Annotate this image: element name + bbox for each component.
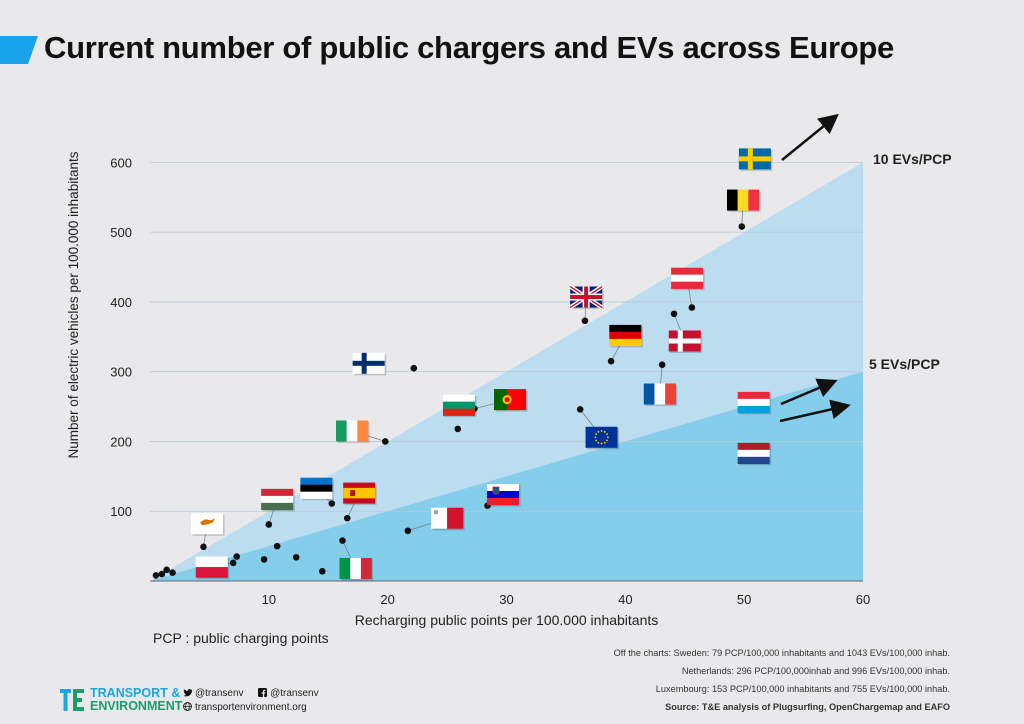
y-tick-label: 300 xyxy=(110,365,132,380)
data-point xyxy=(581,317,589,325)
x-tick-label: 50 xyxy=(737,592,751,607)
data-point xyxy=(260,556,268,563)
data-point xyxy=(152,572,160,579)
flag-ireland-icon xyxy=(336,420,370,443)
note-netherlands: Netherlands: 296 PCP/100,000inhab and 99… xyxy=(681,666,950,676)
flag-bulgaria-icon xyxy=(442,394,477,418)
twitter-handle[interactable]: @transenv xyxy=(195,688,244,699)
data-point xyxy=(576,406,584,413)
data-point xyxy=(292,553,300,561)
pcp-note: PCP : public charging points xyxy=(153,630,329,646)
data-point xyxy=(273,542,281,550)
source-note: Source: T&E analysis of Plugsurfing, Ope… xyxy=(665,702,950,712)
data-point xyxy=(454,425,462,433)
data-point xyxy=(658,361,666,369)
data-point xyxy=(319,567,326,575)
footnotes: Off the charts: Sweden: 79 PCP/100,000 i… xyxy=(614,644,950,716)
reference-line-label: 5 EVs/PCP xyxy=(869,356,940,372)
data-point xyxy=(381,438,389,445)
flag-eu-icon xyxy=(585,426,620,450)
te-logo: TRANSPORT & ENVIRONMENT xyxy=(60,687,182,713)
data-point xyxy=(233,553,241,560)
data-point xyxy=(200,543,207,551)
website-link[interactable]: transportenvironment.org xyxy=(195,702,307,713)
data-point xyxy=(229,559,237,567)
title-accent-shape xyxy=(0,36,38,64)
flag-austria-icon xyxy=(671,267,705,291)
data-point xyxy=(343,514,351,522)
data-point xyxy=(158,570,166,578)
flag-belgium-icon xyxy=(726,189,761,213)
data-point xyxy=(328,500,336,507)
x-tick-label: 60 xyxy=(856,592,870,607)
logo-line-2: ENVIRONMENT xyxy=(90,699,183,713)
note-luxembourg: Luxembourg: 153 PCP/100,000 inhabitants … xyxy=(655,684,950,694)
twitter-icon xyxy=(183,689,192,697)
note-sweden: Off the charts: Sweden: 79 PCP/100,000 i… xyxy=(613,648,950,658)
off-chart-arrow xyxy=(779,399,851,423)
data-point xyxy=(265,521,273,528)
data-point xyxy=(670,310,678,318)
social-links: @transenv @transenv transportenvironment… xyxy=(183,687,319,715)
reference-line-label: 10 EVs/PCP xyxy=(873,151,952,167)
flag-netherlands-icon xyxy=(737,442,772,466)
x-axis-label: Recharging public points per 100.000 inh… xyxy=(355,612,659,628)
globe-icon xyxy=(183,702,192,711)
y-tick-label: 200 xyxy=(110,434,132,449)
data-point xyxy=(404,527,412,535)
data-point xyxy=(339,537,346,544)
data-point xyxy=(169,569,176,576)
flag-denmark-icon xyxy=(668,330,703,353)
off-chart-arrow xyxy=(780,378,838,406)
y-tick-label: 600 xyxy=(110,155,132,170)
facebook-handle[interactable]: @transenv xyxy=(270,688,319,699)
flag-sweden-icon xyxy=(738,148,773,171)
data-point xyxy=(163,566,170,574)
reference-area-1 xyxy=(150,371,863,581)
flag-finland-icon xyxy=(352,352,387,376)
flag-italy-icon xyxy=(339,557,374,581)
data-point xyxy=(688,304,696,311)
flag-france-icon xyxy=(643,383,678,407)
flag-germany-icon xyxy=(609,324,643,348)
data-point xyxy=(738,223,746,230)
facebook-icon xyxy=(258,688,268,697)
logo-line-1: TRANSPORT & xyxy=(90,686,181,700)
x-tick-label: 30 xyxy=(499,592,513,607)
y-tick-label: 400 xyxy=(110,295,132,310)
data-point xyxy=(410,364,418,372)
flag-portugal-icon xyxy=(494,389,528,412)
page-title: Current number of public chargers and EV… xyxy=(44,30,894,65)
flag-poland-icon xyxy=(195,556,230,580)
te-logo-mark-icon xyxy=(60,689,84,711)
y-tick-label: 500 xyxy=(110,225,132,240)
flag-slovenia-icon xyxy=(486,483,521,507)
flag-united-kingdom-icon xyxy=(568,284,604,310)
flag-cyprus-icon xyxy=(191,513,225,536)
data-point xyxy=(607,357,615,365)
flag-luxembourg-icon xyxy=(737,391,772,415)
x-tick-label: 20 xyxy=(380,592,394,607)
y-axis-label: Number of electric vehicles per 100.000 … xyxy=(66,151,81,458)
flag-malta-icon xyxy=(431,507,465,531)
x-tick-label: 40 xyxy=(618,592,632,607)
off-chart-arrow xyxy=(781,113,839,161)
y-tick-label: 100 xyxy=(110,504,132,519)
flag-hungary-icon xyxy=(261,488,295,512)
flag-estonia-icon xyxy=(300,477,334,501)
x-tick-label: 10 xyxy=(262,592,276,607)
flag-spain-icon xyxy=(343,482,377,506)
